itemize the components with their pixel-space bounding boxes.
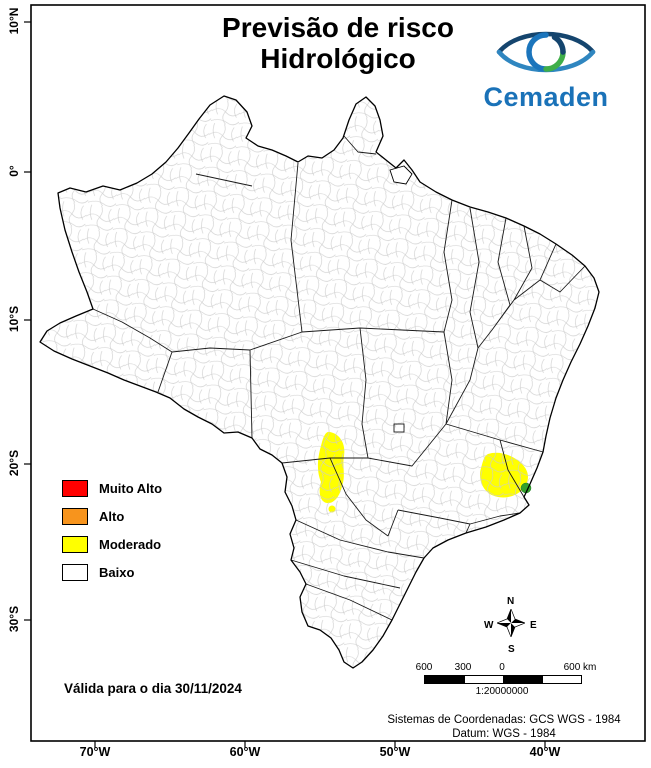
marajo-island <box>389 165 413 185</box>
scale-label-600-km: 600 km <box>563 662 597 673</box>
compass-w: W <box>484 620 494 631</box>
cemaden-logo: Cemaden <box>462 22 630 113</box>
lon-label-50w: 50°W <box>379 745 411 759</box>
scale-bar-graphic <box>424 675 582 684</box>
scale-label-300: 300 <box>454 662 472 673</box>
scale-segment-3 <box>503 676 542 683</box>
state-borders <box>92 135 586 621</box>
lat-label-10n: 10°N <box>7 7 21 35</box>
legend-swatch-baixo <box>62 563 88 581</box>
legend-label-moderado: Moderado <box>99 536 162 552</box>
risk-legend: Muito Alto Alto Moderado Baixo <box>62 474 162 586</box>
scale-segment-1 <box>425 676 464 683</box>
lat-label-30s: 30°S <box>7 605 21 633</box>
lat-label-0: 0° <box>7 165 21 177</box>
compass-rose: N W E S <box>484 596 540 658</box>
cemaden-eye-icon <box>496 31 596 73</box>
north-star-icon <box>497 609 525 637</box>
legend-label-alto: Alto <box>99 508 125 524</box>
scale-label-0: 0 <box>499 662 505 673</box>
compass-s: S <box>508 644 515 655</box>
legend-row-baixo: Baixo <box>62 558 162 586</box>
map-frame <box>30 4 646 742</box>
lat-label-20s: 20°S <box>7 449 21 477</box>
legend-label-baixo: Baixo <box>99 564 135 580</box>
credits-datum: Datum: WGS - 1984 <box>452 727 556 740</box>
brazil-map <box>39 95 600 669</box>
legend-row-muito-alto: Muito Alto <box>62 474 162 502</box>
legend-row-moderado: Moderado <box>62 530 162 558</box>
legend-label-muito-alto: Muito Alto <box>99 480 163 496</box>
page-title-line2: Hidrológico <box>260 43 416 75</box>
lon-label-60w: 60°W <box>229 745 261 759</box>
legend-swatch-alto <box>62 507 88 525</box>
legend-row-alto: Alto <box>62 502 162 530</box>
lon-label-70w: 70°W <box>79 745 111 759</box>
page-title-line1: Previsão de risco <box>222 12 454 43</box>
lat-label-10s: 10°S <box>7 305 21 333</box>
page-title: Previsão de risco Hidrológico <box>31 12 645 75</box>
lon-label-40w: 40°W <box>529 745 561 759</box>
credits-coordinates: Sistemas de Coordenadas: GCS WGS - 1984 <box>387 714 621 726</box>
scale-segment-2 <box>464 676 503 683</box>
scale-segment-4 <box>542 676 581 683</box>
distrito-federal-border <box>393 423 405 433</box>
compass-e: E <box>530 620 537 631</box>
cemaden-wordmark: Cemaden <box>483 82 609 112</box>
map-credits: Sistemas de Coordenadas: GCS WGS - 1984 … <box>368 714 640 742</box>
axis-ticks <box>24 21 546 748</box>
scale-ratio: 1:20000000 <box>475 686 529 697</box>
legend-swatch-muito-alto <box>62 479 88 497</box>
scale-label-600-left: 600 <box>415 662 433 673</box>
compass-n: N <box>507 596 515 607</box>
legend-swatch-moderado <box>62 535 88 553</box>
validity-note: Válida para o dia 30/11/2024 <box>64 681 242 696</box>
